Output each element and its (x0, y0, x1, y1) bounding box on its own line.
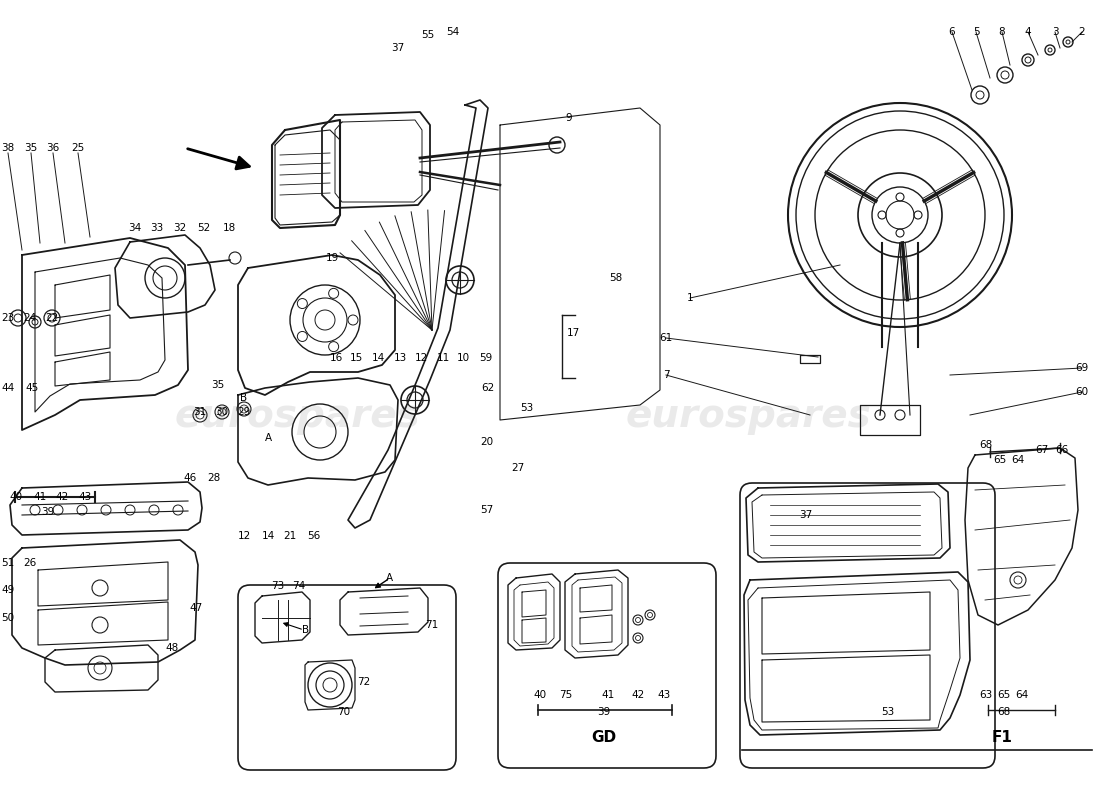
Text: 11: 11 (437, 353, 450, 363)
Text: 47: 47 (189, 603, 202, 613)
Text: 12: 12 (238, 531, 251, 541)
Text: 17: 17 (566, 328, 580, 338)
Text: 35: 35 (24, 143, 37, 153)
Text: 10: 10 (456, 353, 470, 363)
Text: 32: 32 (174, 223, 187, 233)
Text: 54: 54 (447, 27, 460, 37)
Text: 40: 40 (534, 690, 547, 700)
Text: 73: 73 (272, 581, 285, 591)
Text: 62: 62 (482, 383, 495, 393)
Text: 63: 63 (979, 690, 992, 700)
FancyBboxPatch shape (498, 563, 716, 768)
Text: 52: 52 (197, 223, 210, 233)
Text: 13: 13 (394, 353, 407, 363)
Text: 8: 8 (999, 27, 1005, 37)
Text: 71: 71 (426, 620, 439, 630)
Text: 28: 28 (208, 473, 221, 483)
Text: 53: 53 (520, 403, 534, 413)
Text: F1: F1 (991, 730, 1012, 746)
Text: 69: 69 (1076, 363, 1089, 373)
Text: 57: 57 (481, 505, 494, 515)
Text: 65: 65 (993, 455, 1007, 465)
Text: 75: 75 (560, 690, 573, 700)
Text: 55: 55 (421, 30, 434, 40)
Text: 19: 19 (326, 253, 339, 263)
Text: 40: 40 (10, 492, 23, 502)
Text: 31: 31 (194, 407, 207, 417)
Text: 27: 27 (512, 463, 525, 473)
Text: 43: 43 (78, 492, 91, 502)
Text: 65: 65 (998, 690, 1011, 700)
FancyBboxPatch shape (238, 585, 456, 770)
Text: A: A (385, 573, 393, 583)
Text: 42: 42 (55, 492, 68, 502)
Text: 34: 34 (129, 223, 142, 233)
Text: 4: 4 (1025, 27, 1032, 37)
Text: 42: 42 (631, 690, 645, 700)
Text: A: A (264, 433, 272, 443)
Text: 33: 33 (151, 223, 164, 233)
Text: 37: 37 (800, 510, 813, 520)
Text: 74: 74 (293, 581, 306, 591)
Text: GD: GD (592, 730, 617, 746)
Text: 60: 60 (1076, 387, 1089, 397)
Text: 68: 68 (998, 707, 1011, 717)
Text: 58: 58 (609, 273, 623, 283)
Text: 45: 45 (25, 383, 39, 393)
Text: 5: 5 (972, 27, 979, 37)
Text: 14: 14 (372, 353, 385, 363)
Text: 66: 66 (1055, 445, 1068, 455)
Text: B: B (241, 393, 248, 403)
Text: 41: 41 (602, 690, 615, 700)
Text: 44: 44 (1, 383, 14, 393)
Text: 39: 39 (42, 507, 55, 517)
Text: 2: 2 (1079, 27, 1086, 37)
Text: 12: 12 (415, 353, 428, 363)
Text: 23: 23 (1, 313, 14, 323)
Text: 46: 46 (184, 473, 197, 483)
Text: 64: 64 (1015, 690, 1028, 700)
Text: 7: 7 (662, 370, 669, 380)
Text: 56: 56 (307, 531, 320, 541)
Text: 49: 49 (1, 585, 14, 595)
Text: 48: 48 (165, 643, 178, 653)
Text: 67: 67 (1035, 445, 1048, 455)
Text: 3: 3 (1052, 27, 1058, 37)
Text: 30: 30 (216, 407, 229, 417)
FancyBboxPatch shape (740, 483, 996, 768)
Text: 20: 20 (481, 437, 494, 447)
Text: 72: 72 (358, 677, 371, 687)
Text: 43: 43 (658, 690, 671, 700)
Text: 64: 64 (1011, 455, 1024, 465)
Text: 9: 9 (565, 113, 572, 123)
Text: 39: 39 (597, 707, 611, 717)
Text: 18: 18 (222, 223, 235, 233)
Text: 26: 26 (23, 558, 36, 568)
Text: 1: 1 (686, 293, 693, 303)
Text: 25: 25 (72, 143, 85, 153)
Text: 70: 70 (338, 707, 351, 717)
Text: 29: 29 (238, 407, 251, 417)
Text: 59: 59 (480, 353, 493, 363)
Text: 36: 36 (46, 143, 59, 153)
Text: 6: 6 (948, 27, 955, 37)
Text: 41: 41 (33, 492, 46, 502)
Text: 14: 14 (262, 531, 275, 541)
Text: 50: 50 (1, 613, 14, 623)
Text: 37: 37 (392, 43, 405, 53)
Text: 21: 21 (284, 531, 297, 541)
Text: 38: 38 (1, 143, 14, 153)
Text: 22: 22 (45, 313, 58, 323)
Text: 35: 35 (211, 380, 224, 390)
Text: 61: 61 (659, 333, 672, 343)
Text: 15: 15 (350, 353, 363, 363)
Text: 53: 53 (881, 707, 894, 717)
Text: eurospares: eurospares (625, 397, 871, 435)
Text: B: B (302, 625, 309, 635)
Text: eurospares: eurospares (174, 397, 420, 435)
Text: 16: 16 (329, 353, 342, 363)
Text: 68: 68 (979, 440, 992, 450)
Text: 51: 51 (1, 558, 14, 568)
Text: 24: 24 (23, 313, 36, 323)
